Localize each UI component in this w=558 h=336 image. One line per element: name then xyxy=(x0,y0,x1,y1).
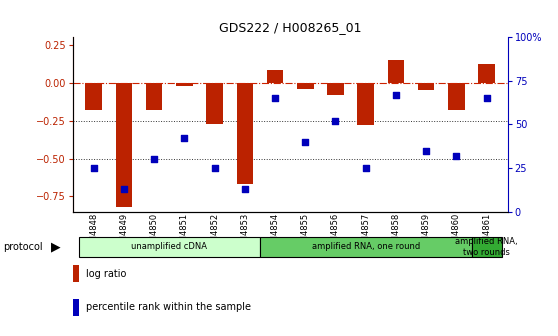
Bar xyxy=(267,70,283,83)
Point xyxy=(301,139,310,144)
Point xyxy=(361,165,370,171)
Text: amplified RNA,
two rounds: amplified RNA, two rounds xyxy=(455,237,518,257)
Bar xyxy=(358,83,374,125)
FancyBboxPatch shape xyxy=(260,237,472,257)
Text: ▶: ▶ xyxy=(51,241,61,253)
FancyBboxPatch shape xyxy=(472,237,502,257)
Point xyxy=(240,186,249,192)
Bar xyxy=(85,83,102,110)
Point xyxy=(89,165,98,171)
Point xyxy=(119,186,128,192)
Bar xyxy=(237,83,253,184)
Bar xyxy=(418,83,435,90)
Point xyxy=(271,95,280,101)
Point xyxy=(210,165,219,171)
Point xyxy=(392,92,401,97)
Text: percentile rank within the sample: percentile rank within the sample xyxy=(86,302,252,312)
Point xyxy=(331,118,340,124)
Bar xyxy=(478,64,495,83)
Text: unamplified cDNA: unamplified cDNA xyxy=(131,243,207,251)
Bar xyxy=(388,60,404,83)
Bar xyxy=(448,83,465,110)
Bar xyxy=(206,83,223,124)
Bar xyxy=(146,83,162,110)
Bar xyxy=(116,83,132,207)
Bar xyxy=(297,83,314,89)
Text: amplified RNA, one round: amplified RNA, one round xyxy=(311,243,420,251)
Bar xyxy=(327,83,344,95)
Text: protocol: protocol xyxy=(3,242,42,252)
FancyBboxPatch shape xyxy=(79,237,260,257)
Point xyxy=(180,136,189,141)
Point xyxy=(482,95,491,101)
Point xyxy=(150,157,158,162)
Text: log ratio: log ratio xyxy=(86,269,127,279)
Bar xyxy=(176,83,193,86)
Point xyxy=(422,148,431,153)
Title: GDS222 / H008265_01: GDS222 / H008265_01 xyxy=(219,22,362,34)
Point xyxy=(452,153,461,159)
